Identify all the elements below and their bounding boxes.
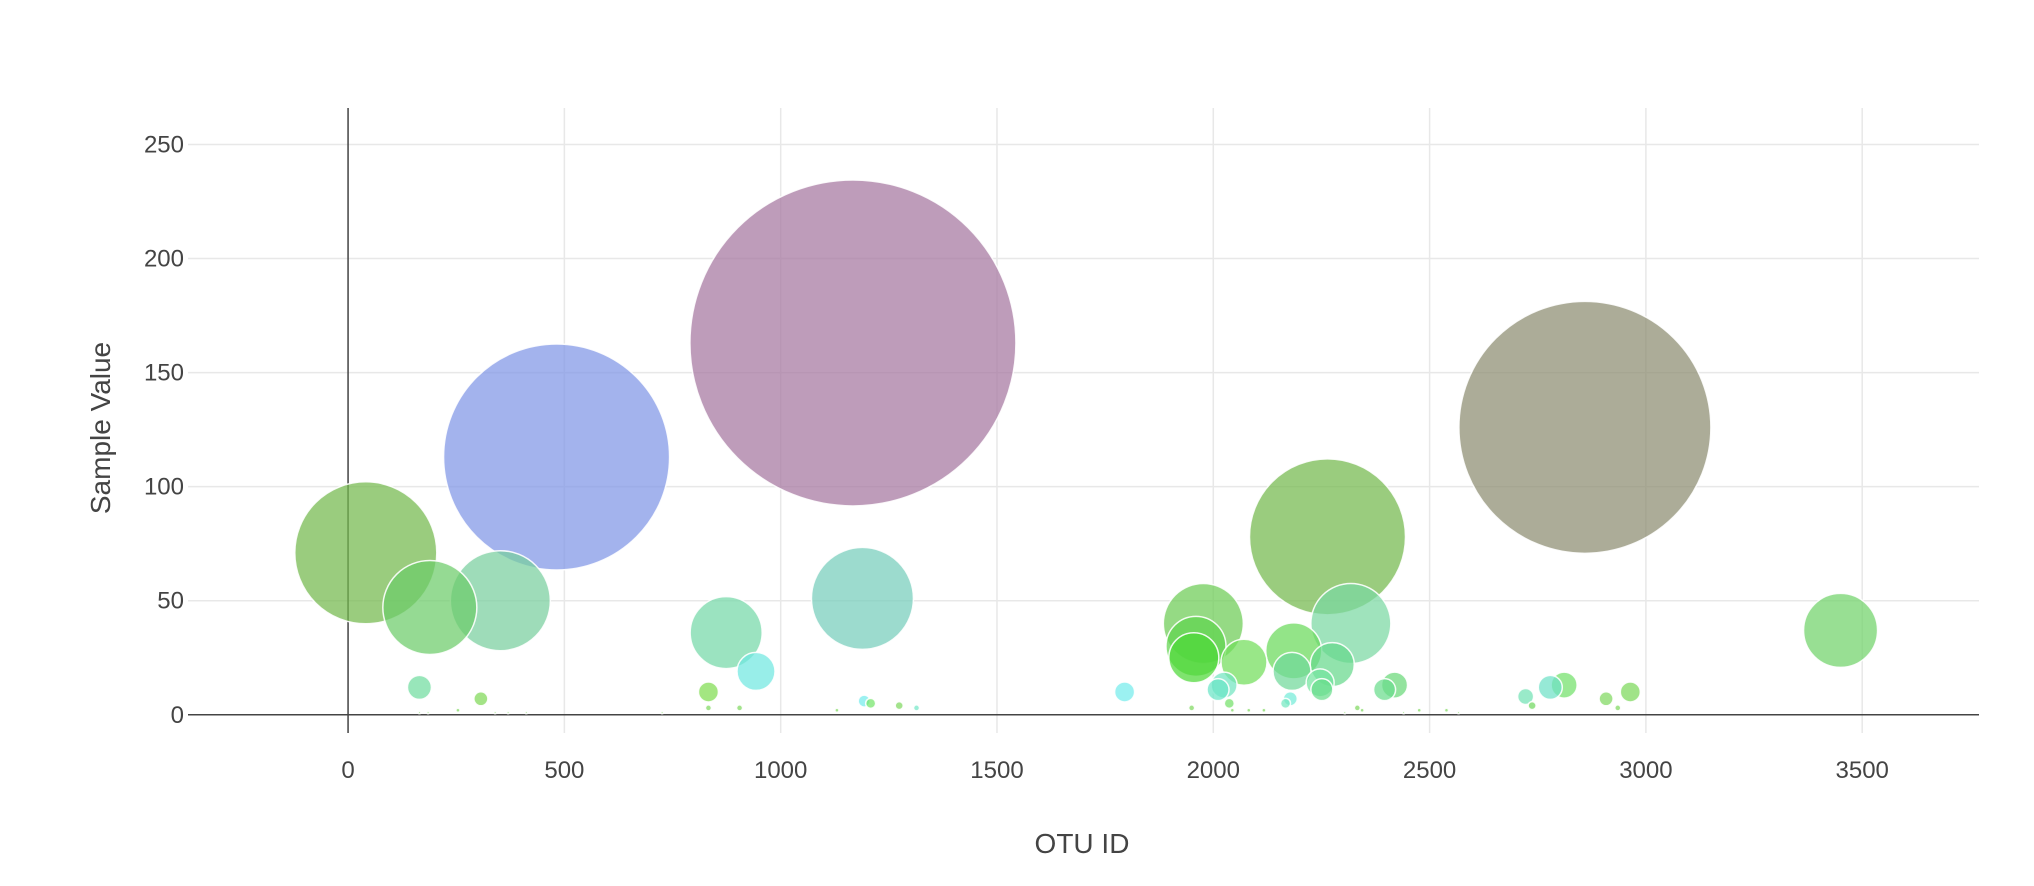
x-axis-title: OTU ID — [1035, 828, 1130, 859]
axes — [188, 108, 1979, 733]
bubble-point — [1279, 697, 1292, 710]
x-tick-label: 1000 — [754, 757, 807, 784]
bubble-point — [1516, 687, 1535, 706]
bubble-series — [294, 179, 1879, 715]
bubble-point — [1619, 681, 1642, 703]
bubble-point — [1443, 707, 1450, 713]
bubble-point — [810, 546, 915, 651]
tick-labels: 0 500 1000 1500 2000 2500 3000 3500 0 50 100 150 200… — [144, 131, 1889, 784]
bubble-point — [1168, 631, 1220, 684]
bubble-point — [1206, 677, 1230, 702]
bubble-point — [1416, 707, 1422, 713]
bubble-point — [506, 710, 511, 715]
bubble-point — [1614, 704, 1622, 712]
y-tick-label: 250 — [144, 131, 184, 158]
bubble-point — [1272, 651, 1312, 692]
bubble-point — [894, 700, 904, 711]
bubble-point — [1372, 677, 1397, 702]
bubble-point — [735, 704, 744, 712]
bubble-point — [697, 681, 720, 703]
bubble-point — [1113, 681, 1136, 703]
y-tick-label: 150 — [144, 360, 184, 387]
bubble-point — [1401, 710, 1406, 715]
x-tick-label: 3000 — [1619, 757, 1672, 784]
bubble-point — [689, 179, 1017, 507]
bubble-point — [442, 343, 671, 571]
bubble-point — [417, 710, 422, 715]
bubble-point — [704, 704, 713, 712]
bubble-point — [473, 691, 489, 707]
bubble-point — [689, 595, 763, 670]
x-tick-label: 0 — [341, 757, 354, 784]
y-axis-title: Sample Value — [85, 342, 116, 514]
bubble-point — [426, 710, 431, 715]
y-tick-label: 100 — [144, 474, 184, 501]
bubble-point — [1353, 704, 1362, 712]
bubble-point — [1220, 638, 1268, 687]
bubble-point — [1229, 707, 1236, 713]
bubble-point — [406, 674, 433, 701]
x-tick-label: 3500 — [1836, 757, 1889, 784]
bubble-point — [1527, 700, 1537, 711]
bubble-point — [1598, 691, 1614, 707]
bubble-point — [1261, 707, 1267, 713]
bubble-point — [912, 704, 921, 712]
bubble-point — [524, 710, 529, 715]
bubble-point — [864, 697, 877, 710]
x-tick-label: 1500 — [970, 757, 1023, 784]
bubble-point — [1359, 707, 1365, 713]
bubble-point — [660, 710, 665, 715]
bubble-point — [834, 707, 840, 713]
bubble-point — [736, 651, 776, 692]
bubble-point — [1223, 697, 1236, 710]
bubble-point — [1246, 707, 1252, 713]
bubble-point — [1187, 704, 1196, 712]
bubble-point — [382, 559, 478, 656]
y-tick-label: 0 — [171, 702, 184, 729]
bubble-point — [1458, 300, 1712, 555]
bubble-point — [1342, 710, 1347, 715]
x-tick-label: 2000 — [1187, 757, 1240, 784]
bubble-point — [1456, 710, 1461, 715]
x-tick-label: 2500 — [1403, 757, 1456, 784]
bubble-point — [1310, 677, 1334, 702]
y-tick-label: 50 — [157, 588, 184, 615]
x-tick-label: 500 — [544, 757, 584, 784]
bubble-point — [1537, 674, 1564, 701]
bubble-point — [455, 707, 461, 713]
bubble-point — [1802, 592, 1879, 669]
y-tick-label: 200 — [144, 246, 184, 273]
bubble-point — [493, 710, 498, 715]
